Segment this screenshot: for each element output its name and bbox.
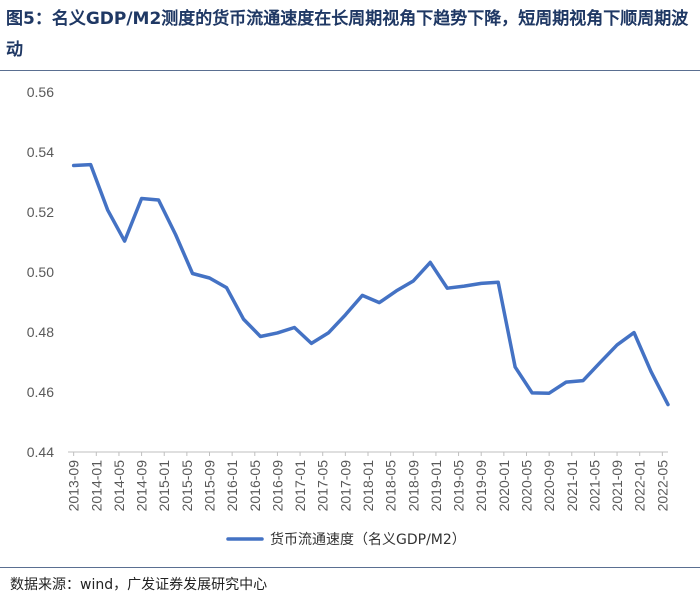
x-tick-label: 2020-01 <box>496 460 512 512</box>
x-tick-label: 2013-09 <box>66 460 82 512</box>
x-tick-label: 2021-01 <box>564 460 580 512</box>
x-tick-label: 2019-09 <box>473 460 489 512</box>
y-axis-ticks: 0.44 0.46 0.48 0.50 0.52 0.54 0.56 <box>27 84 54 460</box>
x-tick-label: 2019-05 <box>451 460 467 512</box>
x-tick-label: 2015-09 <box>202 460 218 512</box>
x-tick-label: 2022-05 <box>654 460 670 512</box>
x-tick-label: 2021-09 <box>609 460 625 512</box>
title-divider <box>0 70 700 71</box>
y-tick-label: 0.50 <box>27 264 54 280</box>
footer-divider <box>0 567 700 568</box>
y-tick-label: 0.48 <box>27 324 54 340</box>
y-tick-label: 0.46 <box>27 384 54 400</box>
x-tick-label: 2017-01 <box>292 460 308 512</box>
x-tick-label: 2020-05 <box>518 460 534 512</box>
x-tick-label: 2017-09 <box>337 460 353 512</box>
x-tick-label: 2018-05 <box>383 460 399 512</box>
x-tick-label: 2014-09 <box>134 460 150 512</box>
x-axis-ticks: 2013-09 2014-01 2014-05 2014-09 2015-01 2015-… <box>66 452 670 512</box>
x-tick-label: 2015-01 <box>156 460 172 512</box>
x-tick-label: 2016-05 <box>247 460 263 512</box>
velocity-line-chart: 0.44 0.46 0.48 0.50 0.52 0.54 0.56 2013-09 2014… <box>27 84 671 548</box>
legend: 货币流通速度（名义GDP/M2） <box>226 531 466 548</box>
x-tick-label: 2014-01 <box>88 460 104 512</box>
chart-title: 图5：名义GDP/M2测度的货币流通速度在长周期视角下趋势下降，短周期视角下顺周… <box>6 9 689 60</box>
x-tick-label: 2014-05 <box>111 460 127 512</box>
legend-label: 货币流通速度（名义GDP/M2） <box>270 531 466 548</box>
y-tick-label: 0.44 <box>27 444 54 460</box>
x-tick-label: 2018-01 <box>360 460 376 512</box>
x-tick-label: 2016-09 <box>269 460 285 512</box>
x-tick-label: 2015-05 <box>179 460 195 512</box>
x-tick-label: 2020-09 <box>541 460 557 512</box>
series-line-velocity <box>71 162 670 407</box>
x-tick-label: 2018-09 <box>405 460 421 512</box>
x-tick-label: 2019-01 <box>428 460 444 512</box>
y-tick-label: 0.52 <box>27 204 54 220</box>
x-tick-label: 2022-01 <box>632 460 648 512</box>
x-tick-label: 2016-01 <box>224 460 240 512</box>
y-tick-label: 0.54 <box>27 144 54 160</box>
y-tick-label: 0.56 <box>27 84 54 100</box>
source-note: 数据来源：wind，广发证券发展研究中心 <box>10 577 268 593</box>
x-tick-label: 2021-05 <box>586 460 602 512</box>
x-tick-label: 2017-05 <box>315 460 331 512</box>
